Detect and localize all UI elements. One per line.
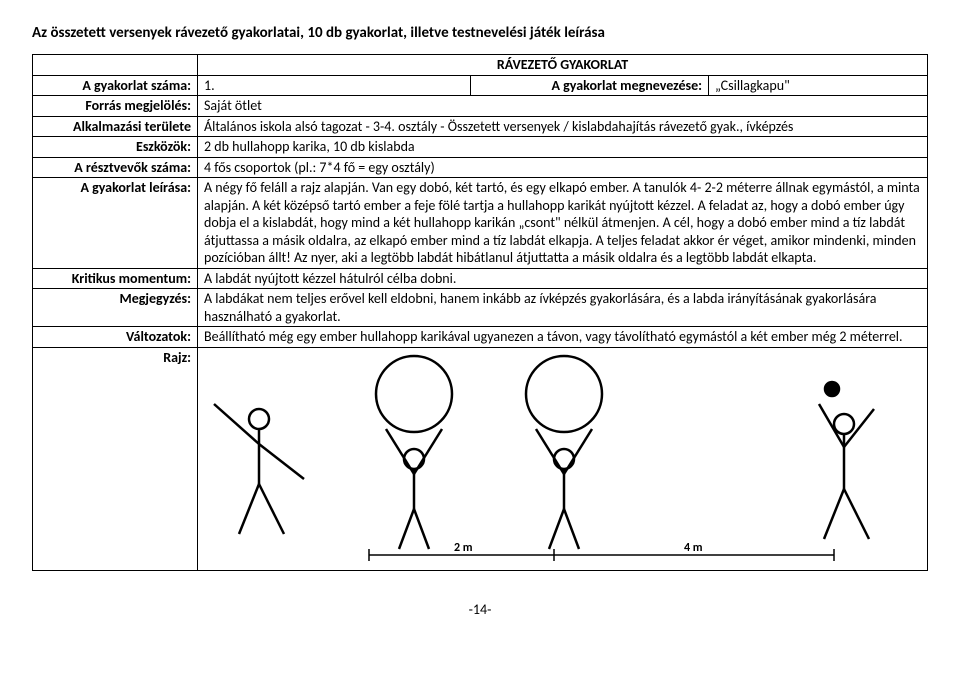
row-label: Eszközök:: [33, 137, 198, 158]
row-label: A résztvevők száma:: [33, 157, 198, 178]
exercise-name-label: A gyakorlat megnevezése:: [471, 76, 709, 96]
exercise-table: RÁVEZETŐ GYAKORLAT A gyakorlat száma: 1.…: [32, 54, 928, 571]
row-label: Forrás megjelölés:: [33, 96, 198, 117]
row-label: Megjegyzés:: [33, 289, 198, 327]
row-label: A gyakorlat leírása:: [33, 178, 198, 269]
distance-2: 4 m: [684, 541, 703, 555]
page-heading: Az összetett versenyek rávezető gyakorla…: [32, 24, 928, 42]
row-value: A négy fő feláll a rajz alapján. Van egy…: [198, 178, 928, 269]
row-value: Saját ötlet: [198, 96, 928, 117]
row-value-rajz: 2 m 4 m: [198, 347, 928, 570]
exercise-number: 1.: [198, 76, 471, 96]
row-label-rajz: Rajz:: [33, 347, 198, 570]
table-title: RÁVEZETŐ GYAKORLAT: [198, 55, 928, 76]
row-value-szama: 1. A gyakorlat megnevezése: „Csillagkapu…: [198, 75, 928, 96]
row-label: Alkalmazási területe: [33, 116, 198, 137]
row-label: Kritikus momentum:: [33, 268, 198, 289]
row-value: Beállítható még egy ember hullahopp kari…: [198, 327, 928, 348]
row-value: 4 fős csoportok (pl.: 7*4 fő = egy osztá…: [198, 157, 928, 178]
row-value: A labdákat nem teljes erővel kell eldobn…: [198, 289, 928, 327]
row-value: A labdát nyújtott kézzel hátulról célba …: [198, 268, 928, 289]
row-label-szama: A gyakorlat száma:: [33, 75, 198, 96]
stick-figures-icon: 2 m 4 m: [204, 349, 924, 564]
row-value: 2 db hullahopp karika, 10 db kislabda: [198, 137, 928, 158]
diagram: 2 m 4 m: [204, 349, 921, 569]
exercise-name-value: „Csillagkapu": [709, 76, 928, 96]
row-label: Változatok:: [33, 327, 198, 348]
page-number: -14-: [32, 601, 928, 618]
row-value: Általános iskola alsó tagozat - 3-4. osz…: [198, 116, 928, 137]
distance-1: 2 m: [454, 541, 473, 555]
